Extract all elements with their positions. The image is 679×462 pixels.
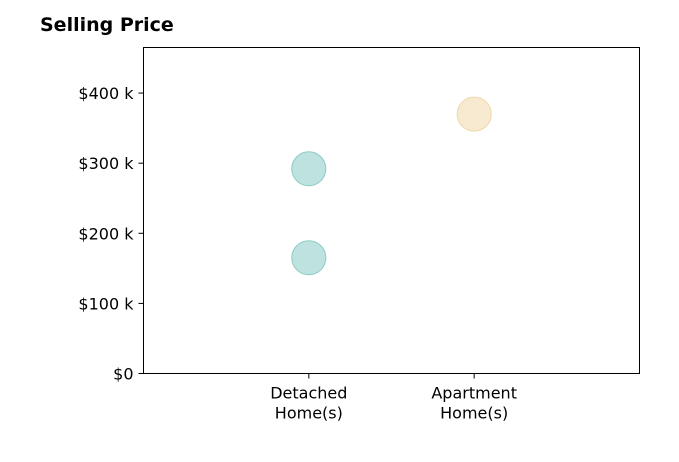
points-layer — [291, 96, 492, 276]
data-point-1 — [291, 151, 327, 187]
x-tick-label: Apartment Home(s) — [431, 384, 517, 423]
y-tick-label: $200 k — [78, 224, 134, 243]
x-tick-label: Detached Home(s) — [270, 384, 347, 423]
chart-title: Selling Price — [40, 14, 174, 36]
data-point-0 — [291, 240, 327, 276]
y-tick-label: $0 — [113, 365, 133, 384]
y-tick-label: $400 k — [78, 84, 134, 103]
y-tick-label: $100 k — [78, 294, 134, 313]
plot-frame — [143, 47, 640, 374]
y-tick-label: $300 k — [78, 154, 134, 173]
x-axis: Detached Home(s) Apartment Home(s) — [270, 373, 517, 423]
data-point-2 — [456, 96, 492, 132]
y-axis: $0 $100 k $200 k $300 k $400 k — [78, 84, 144, 384]
